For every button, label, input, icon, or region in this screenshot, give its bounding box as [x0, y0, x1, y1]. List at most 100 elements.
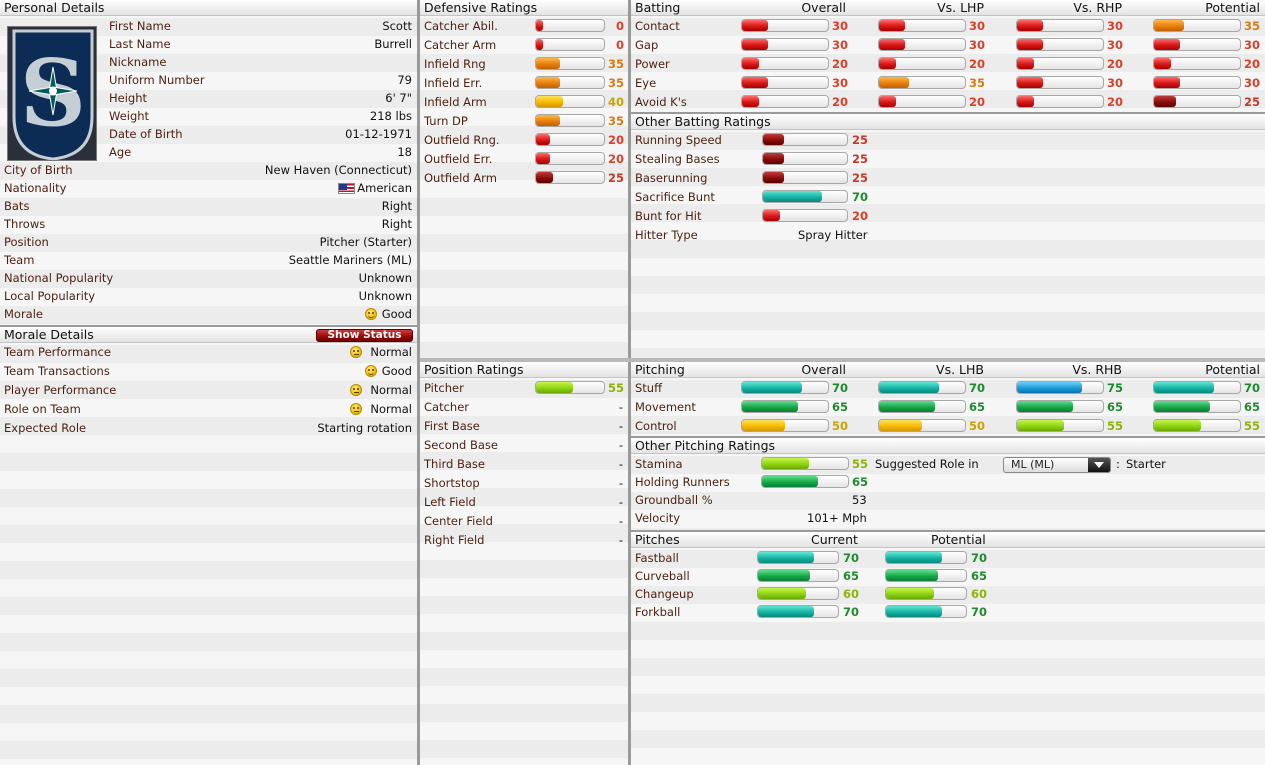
pitching-stuff-col1-bar-fill — [879, 382, 940, 393]
batting-row-gap: Gap 30 30 30 30 — [631, 36, 1265, 55]
batting-avoid-k-s-col2-value: 20 — [1107, 95, 1124, 109]
position-label: Center Field — [424, 514, 493, 528]
defensive-row-outfield-rng: Outfield Rng. 20 — [420, 131, 628, 150]
vertical-divider-right — [628, 0, 631, 765]
batting-contact-col1-bar — [878, 19, 966, 32]
position-second-base-value: - — [618, 438, 623, 452]
personal-row-team: Team Seattle Mariners (ML) — [0, 251, 417, 269]
defensive-row-infield-rng: Infield Rng 35 — [420, 55, 628, 74]
personal-label: Team — [4, 253, 35, 267]
pitch-row-curveball: Curveball 65 65 — [631, 567, 1265, 585]
pitching-movement-col1-bar-fill — [879, 401, 935, 412]
batting-power-col3-value: 20 — [1244, 57, 1261, 71]
personal-label: National Popularity — [4, 271, 114, 285]
other-batting-label: Bunt for Hit — [635, 209, 702, 223]
personal-label: Bats — [4, 199, 30, 213]
batting-eye-col1-value: 35 — [969, 76, 986, 90]
hitter-type-value: Spray Hitter — [798, 228, 868, 242]
pitching-control-col2-bar — [1016, 419, 1104, 432]
other-batting-panel: Other Batting Ratings Running Speed 25 Ste… — [631, 114, 1265, 358]
defensive-catcher-arm-bar — [535, 38, 605, 51]
velocity-row: Velocity 101+ Mph — [631, 509, 1265, 527]
pitch-fastball-col0-bar-fill — [758, 552, 814, 563]
pitching-col-vs-lhb: Vs. LHB — [936, 362, 984, 377]
morale-row-team-performance: Team Performance Normal — [0, 343, 417, 362]
pitching-control-col0-bar-fill — [742, 420, 785, 431]
position-label: Catcher — [424, 400, 470, 414]
defensive-row-outfield-arm: Outfield Arm 25 — [420, 169, 628, 188]
personal-row-height: Height 6' 7" — [0, 89, 417, 107]
position-shortstop-value: - — [618, 476, 623, 490]
pitch-changeup-col0-bar — [757, 587, 839, 600]
defensive-row-catcher-abil: Catcher Abil. 0 — [420, 17, 628, 36]
position-row-center-field: Center Field - — [420, 512, 628, 531]
pitching-movement-col2-bar-fill — [1017, 401, 1073, 412]
chevron-down-icon[interactable] — [1088, 458, 1110, 472]
pitching-movement-col1-value: 65 — [969, 400, 986, 414]
pitching-movement-col0-value: 65 — [832, 400, 849, 414]
batting-eye-col2-bar-fill — [1017, 77, 1043, 88]
batting-label: Gap — [635, 38, 659, 52]
personal-details-header: Personal Details — [0, 0, 417, 16]
defensive-row-infield-arm: Infield Arm 40 — [420, 93, 628, 112]
morale-value: Normal — [370, 383, 412, 397]
pitching-control-col1-bar-fill — [879, 420, 922, 431]
batting-contact-col3-bar-fill — [1154, 20, 1185, 31]
pitching-col-overall: Overall — [801, 362, 846, 377]
batting-gap-col3-value: 30 — [1244, 38, 1261, 52]
personal-value: Unknown — [358, 271, 412, 285]
pitch-fastball-col0-bar — [757, 551, 839, 564]
pitching-control-col0-value: 50 — [832, 419, 849, 433]
defensive-label: Outfield Rng. — [424, 133, 500, 147]
stamina-value: 55 — [852, 457, 869, 471]
pitch-fastball-col1-value: 70 — [971, 551, 988, 565]
batting-power-col0-bar — [741, 57, 829, 70]
mariners-logo-icon: S — [7, 26, 97, 161]
batting-eye-col2-bar — [1016, 76, 1104, 89]
batting-header: Batting Overall Vs. LHP Vs. RHP Potentia… — [631, 0, 1265, 16]
defensive-infield-arm-bar — [535, 95, 605, 108]
pitching-stuff-col2-bar-fill — [1017, 382, 1082, 393]
personal-value: 18 — [397, 145, 412, 159]
defensive-infield-err-bar-fill — [536, 77, 560, 88]
batting-gap-col3-bar-fill — [1154, 39, 1180, 50]
defensive-infield-rng-value: 35 — [607, 57, 624, 71]
position-row-left-field: Left Field - — [420, 493, 628, 512]
pitches-col-current: Current — [811, 532, 858, 547]
pitch-fastball-col1-bar — [885, 551, 967, 564]
vertical-divider-left — [417, 0, 420, 765]
suggested-role-label: Suggested Role in — [875, 457, 979, 471]
batting-power-col1-bar — [878, 57, 966, 70]
position-label: Pitcher — [424, 381, 464, 395]
position-row-catcher: Catcher - — [420, 398, 628, 417]
personal-fields: First Name Scott Last Name Burrell Nickname U… — [0, 17, 417, 323]
pitching-header: Pitching Overall Vs. LHB Vs. RHB Potenti… — [631, 362, 1265, 378]
defensive-turn-dp-bar — [535, 114, 605, 127]
pitches-header: Pitches Current Potential — [631, 532, 1265, 548]
personal-label: Throws — [4, 217, 46, 231]
personal-label: City of Birth — [4, 163, 73, 177]
defensive-row-infield-err: Infield Err. 35 — [420, 74, 628, 93]
suggested-role-colon: : — [1116, 457, 1120, 471]
morale-value: Good — [381, 364, 412, 378]
personal-row-local-popularity: Local Popularity Unknown — [0, 287, 417, 305]
personal-row-national-popularity: National Popularity Unknown — [0, 269, 417, 287]
batting-row-contact: Contact 30 30 30 35 — [631, 17, 1265, 36]
horizontal-divider-batting — [631, 112, 1265, 114]
show-status-button[interactable]: Show Status — [316, 329, 413, 342]
batting-power-col3-bar-fill — [1154, 58, 1172, 69]
defensive-outfield-arm-value: 25 — [607, 171, 624, 185]
league-select[interactable]: ML (ML) — [1003, 457, 1111, 473]
other-batting-bunt-for-hit-value: 20 — [852, 209, 869, 223]
batting-avoid-k-s-col0-value: 20 — [832, 95, 849, 109]
morale-details-title: Morale Details — [4, 327, 94, 342]
pitching-stuff-col2-bar — [1016, 381, 1104, 394]
position-catcher-value: - — [618, 400, 623, 414]
batting-power-col3-bar — [1153, 57, 1241, 70]
batting-eye-col2-value: 30 — [1107, 76, 1124, 90]
batting-eye-col0-value: 30 — [832, 76, 849, 90]
pitching-movement-col2-bar — [1016, 400, 1104, 413]
groundball-value: 53 — [852, 493, 867, 507]
batting-power-col1-bar-fill — [879, 58, 897, 69]
position-label: Third Base — [424, 457, 485, 471]
